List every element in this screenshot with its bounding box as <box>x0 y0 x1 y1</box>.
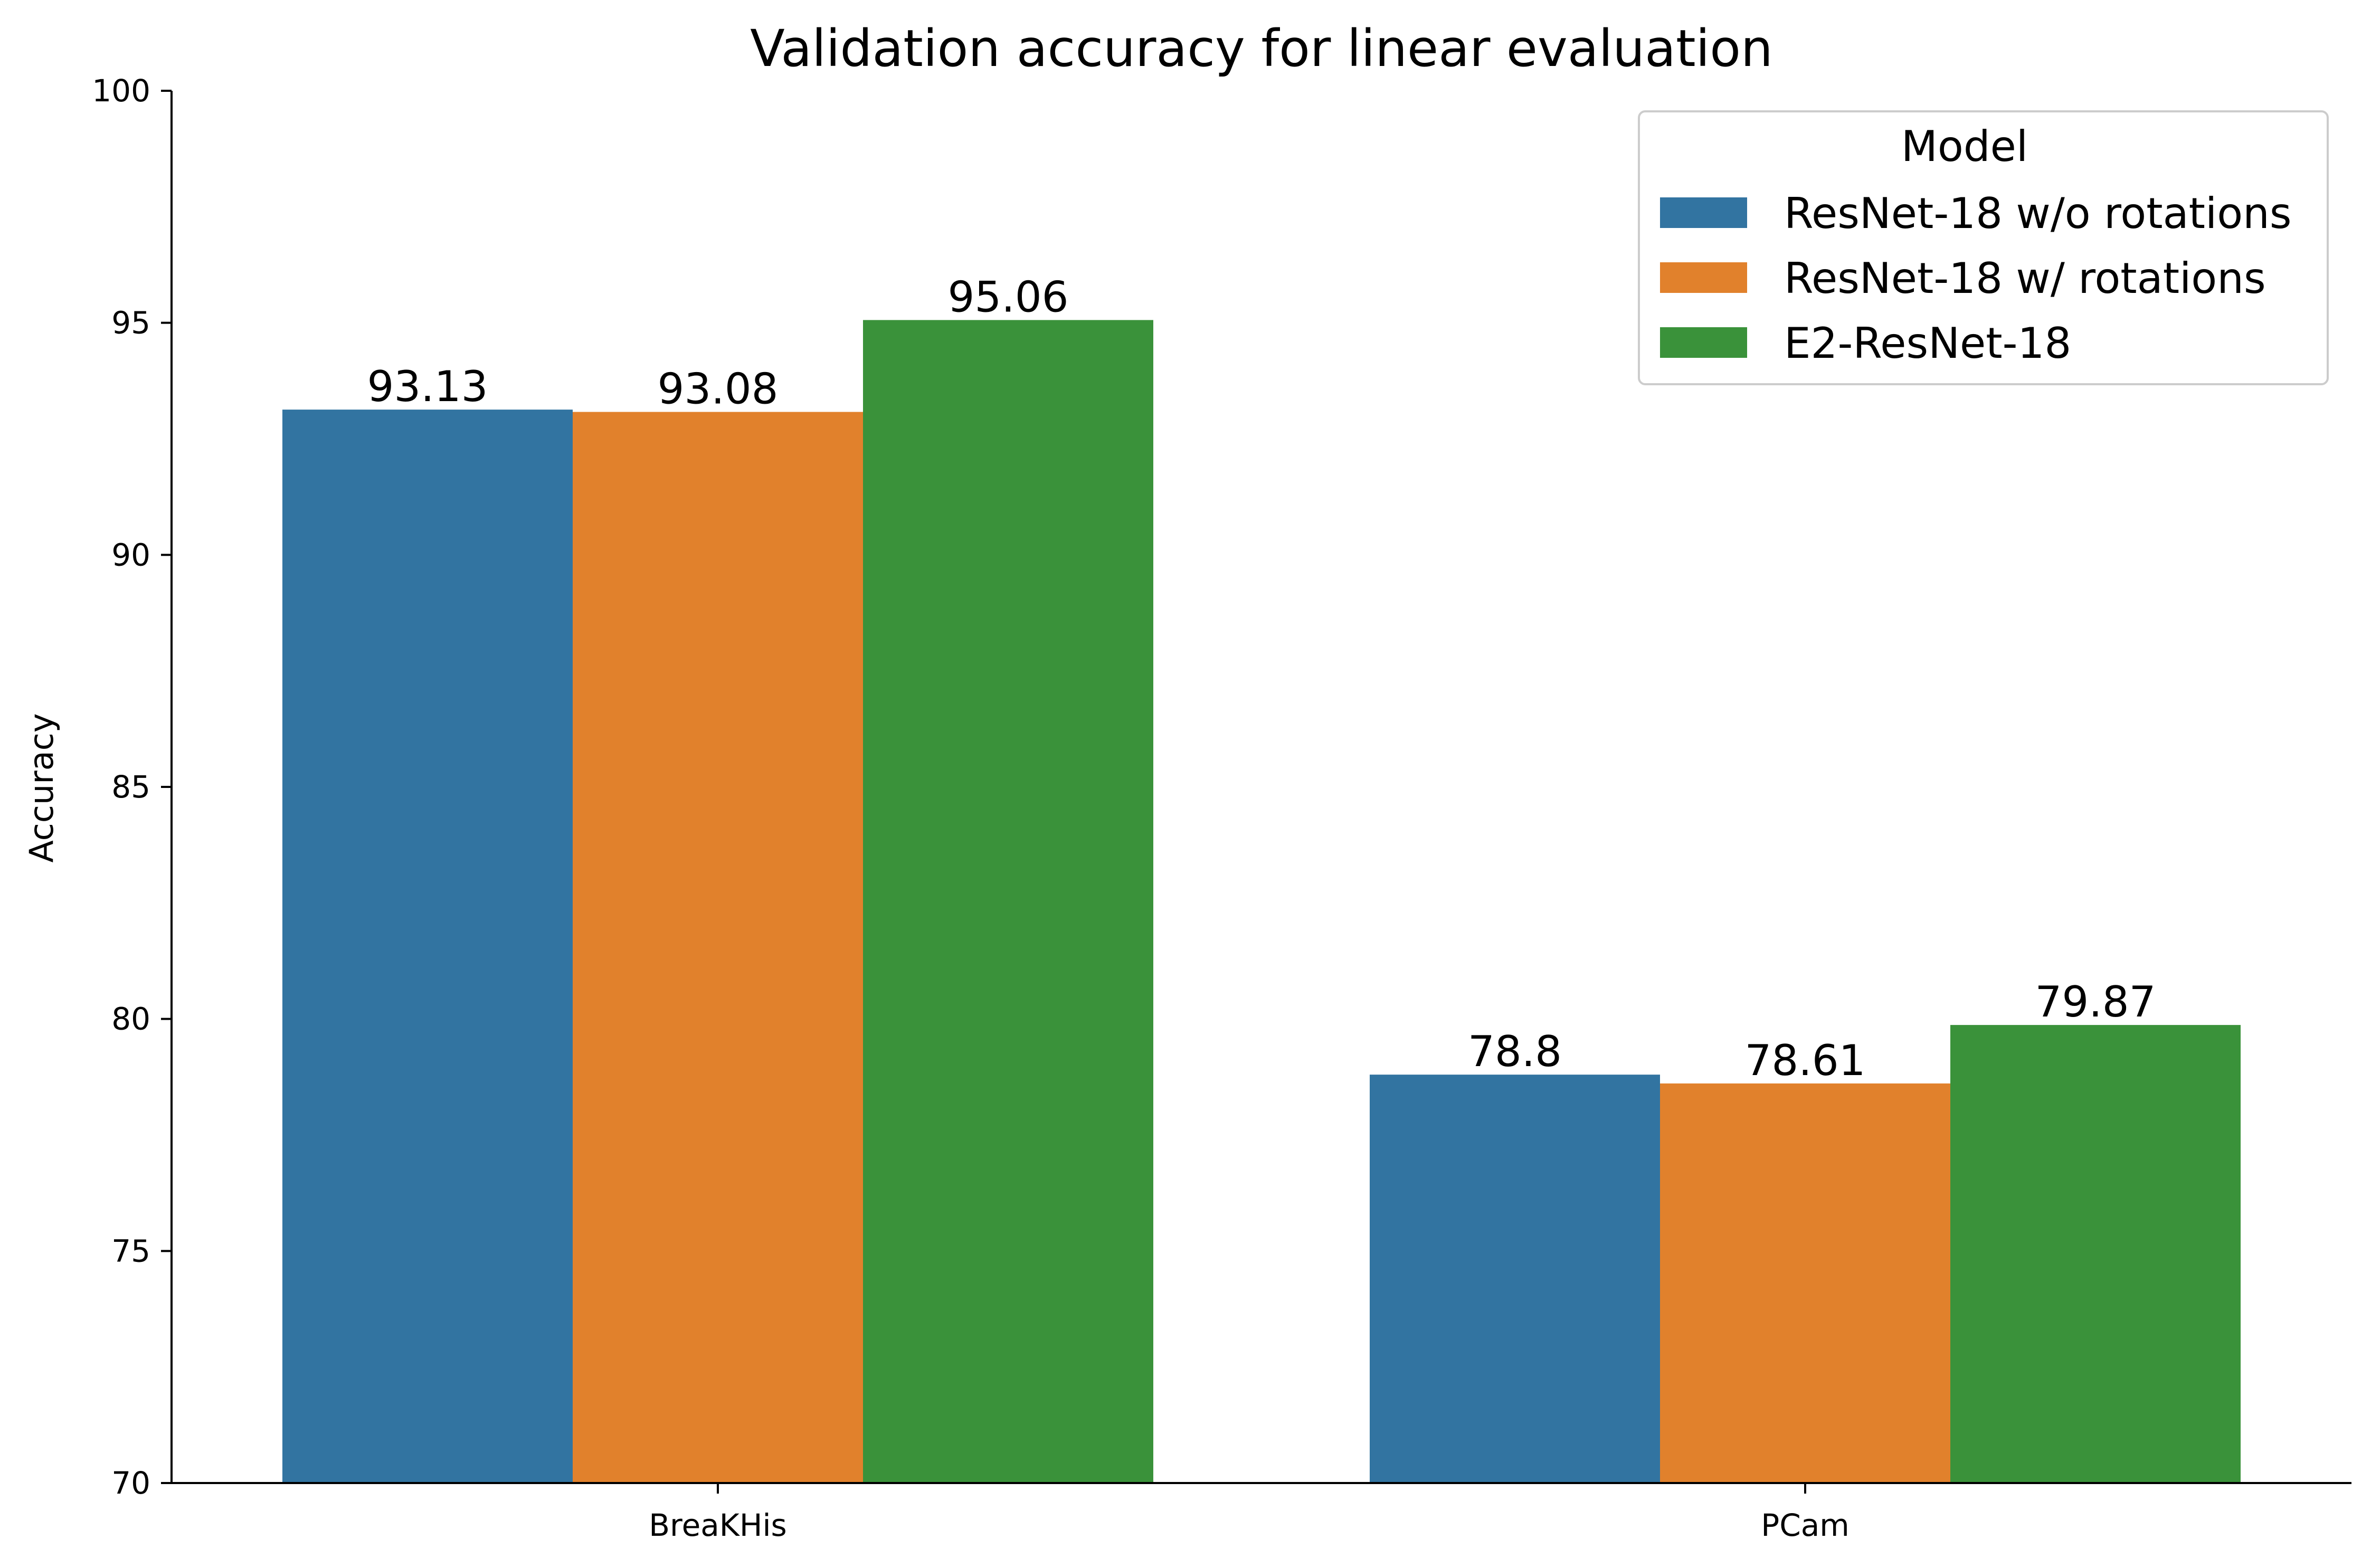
y-tick-label: 85 <box>111 769 150 805</box>
legend-swatch <box>1660 262 1747 293</box>
legend-entry-label: E2-ResNet-18 <box>1784 319 2071 368</box>
bar-value-label: 95.06 <box>947 272 1068 321</box>
bar-value-label: 93.13 <box>367 362 488 411</box>
bar <box>1950 1025 2241 1483</box>
legend-box <box>1638 110 2329 385</box>
bar-value-label: 93.08 <box>657 364 778 413</box>
bar <box>1370 1075 1660 1483</box>
y-tick-label: 95 <box>111 305 150 341</box>
legend-items: ResNet-18 w/o rotations ResNet-18 w/ rota… <box>1660 189 2292 368</box>
bar <box>1660 1083 1950 1483</box>
legend-entry-label: ResNet-18 w/o rotations <box>1784 189 2292 238</box>
bars-group <box>282 320 2241 1484</box>
data-labels-group: 93.13 93.08 95.06 78.8 78.61 79.87 <box>367 272 2156 1085</box>
y-tick-label: 90 <box>111 537 150 573</box>
y-axis-label: Accuracy <box>22 713 61 862</box>
legend-swatch <box>1660 327 1747 358</box>
bar-value-label: 78.8 <box>1468 1027 1562 1076</box>
legend-swatch <box>1660 197 1747 228</box>
bar-value-label: 79.87 <box>2035 977 2156 1027</box>
legend-title: Model <box>1901 122 2028 171</box>
y-tick-label: 100 <box>92 73 150 109</box>
chart-title: Validation accuracy for linear evaluatio… <box>750 19 1773 78</box>
x-tick-label: PCam <box>1761 1507 1850 1543</box>
bar <box>573 412 863 1483</box>
bar <box>863 320 1153 1484</box>
y-ticks-group: 70 75 80 85 90 95 100 <box>92 73 172 1501</box>
y-tick-label: 75 <box>111 1233 150 1269</box>
y-tick-label: 80 <box>111 1001 150 1037</box>
x-tick-label: BreaKHis <box>649 1507 787 1543</box>
y-tick-label: 70 <box>111 1465 150 1501</box>
bar <box>282 410 573 1483</box>
bar-value-label: 78.61 <box>1744 1036 1865 1085</box>
legend-entry-label: ResNet-18 w/ rotations <box>1784 254 2266 303</box>
x-ticks-group: BreaKHis PCam <box>649 1483 1850 1543</box>
